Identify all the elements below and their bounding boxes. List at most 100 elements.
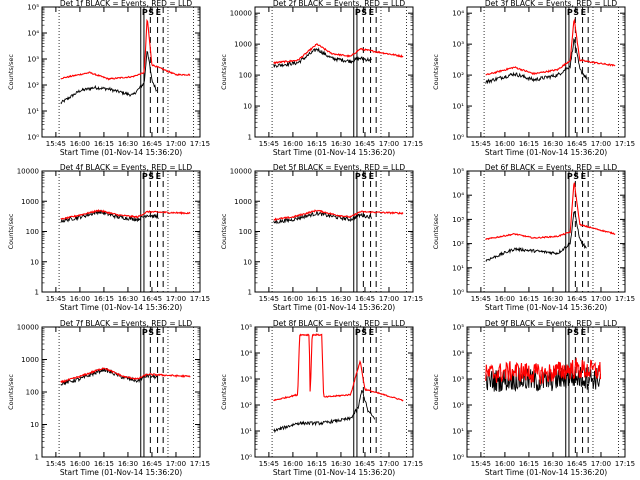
marker-letter-p: P xyxy=(567,328,573,337)
x-tick-label: 15:45 xyxy=(46,140,66,148)
lld-series xyxy=(273,43,404,65)
plot-frame xyxy=(41,326,201,458)
x-tick-label: 15:45 xyxy=(259,140,279,148)
marker-letter-p: P xyxy=(142,328,148,337)
x-tick-label: 16:00 xyxy=(70,295,90,303)
y-tick-label: 10³ xyxy=(452,376,464,384)
y-axis-label: Counts/sec xyxy=(220,54,228,90)
y-tick-label: 10⁰ xyxy=(240,454,252,462)
chart-title: Det 6f BLACK = Events, RED = LLD xyxy=(485,163,618,172)
x-tick-label: 16:15 xyxy=(519,460,539,468)
y-tick-label: 100 xyxy=(239,228,252,236)
y-tick-label: 10⁴ xyxy=(240,350,252,358)
x-tick-label: 16:15 xyxy=(307,295,327,303)
y-tick-label: 10¹ xyxy=(452,103,464,111)
x-tick-label: 16:15 xyxy=(94,140,114,148)
events-series xyxy=(485,38,588,85)
plot-frame xyxy=(466,170,626,293)
plot-frame xyxy=(41,170,201,293)
x-tick-label: 16:00 xyxy=(70,460,90,468)
y-tick-label: 10⁰ xyxy=(452,454,464,462)
x-tick-label: 16:30 xyxy=(543,295,563,303)
lld-series xyxy=(60,18,191,81)
y-tick-label: 10³ xyxy=(240,376,252,384)
chart-panel-2: Det 2f BLACK = Events, RED = LLD Counts/s… xyxy=(220,0,423,157)
x-tick-label: 17:15 xyxy=(615,295,635,303)
y-tick-label: 10¹ xyxy=(452,428,464,436)
x-tick-label: 16:45 xyxy=(142,140,162,148)
plot-frame xyxy=(466,326,626,458)
x-tick-label: 16:45 xyxy=(567,295,587,303)
lld-series xyxy=(273,209,404,221)
events-series xyxy=(273,390,376,434)
y-tick-label: 10⁴ xyxy=(27,30,39,38)
y-tick-label: 10⁰ xyxy=(452,134,464,142)
marker-letter-e: E xyxy=(581,8,586,17)
y-tick-label: 10000 xyxy=(230,10,252,18)
x-tick-label: 16:45 xyxy=(142,295,162,303)
x-tick-label: 16:30 xyxy=(543,460,563,468)
lld-series xyxy=(60,208,191,220)
y-axis-label: Counts/sec xyxy=(432,213,440,249)
x-tick-label: 16:15 xyxy=(307,140,327,148)
x-tick-label: 17:15 xyxy=(403,460,423,468)
y-tick-label: 10000 xyxy=(230,168,252,176)
x-tick-label: 15:45 xyxy=(46,295,66,303)
marker-letter-s: S xyxy=(361,8,367,17)
marker-letter-s: S xyxy=(148,172,154,181)
x-tick-label: 17:15 xyxy=(403,140,423,148)
x-tick-label: 16:45 xyxy=(355,140,375,148)
x-tick-label: 17:00 xyxy=(166,460,186,468)
x-tick-label: 15:45 xyxy=(471,295,491,303)
marker-letter-e: E xyxy=(369,172,374,181)
y-tick-label: 10⁰ xyxy=(452,289,464,297)
y-tick-label: 10¹ xyxy=(240,428,252,436)
y-tick-label: 10⁰ xyxy=(27,134,39,142)
x-tick-label: 17:00 xyxy=(591,295,611,303)
x-tick-label: 17:15 xyxy=(403,295,423,303)
chart-panel-1: Det 1f BLACK = Events, RED = LLD Counts/s… xyxy=(7,0,210,157)
x-tick-label: 16:15 xyxy=(307,460,327,468)
x-tick-label: 16:15 xyxy=(94,295,114,303)
plot-frame xyxy=(254,6,414,138)
marker-letter-e: E xyxy=(156,328,161,337)
y-tick-label: 10000 xyxy=(17,168,39,176)
x-axis-label: Start Time (01-Nov-14 15:36:20) xyxy=(273,468,395,477)
y-tick-label: 10² xyxy=(452,72,464,80)
x-tick-label: 17:15 xyxy=(615,140,635,148)
y-tick-label: 10 xyxy=(30,421,39,429)
y-tick-label: 10⁵ xyxy=(240,324,252,332)
plot-frame xyxy=(466,6,626,138)
x-tick-label: 16:30 xyxy=(331,460,351,468)
x-tick-label: 16:00 xyxy=(70,140,90,148)
x-axis-label: Start Time (01-Nov-14 15:36:20) xyxy=(485,303,607,312)
x-tick-label: 17:00 xyxy=(591,140,611,148)
y-tick-label: 10³ xyxy=(27,56,39,64)
x-tick-label: 16:30 xyxy=(118,140,138,148)
events-series xyxy=(273,47,372,68)
x-tick-label: 17:00 xyxy=(379,140,399,148)
lld-series xyxy=(485,182,616,241)
x-tick-label: 15:45 xyxy=(259,460,279,468)
y-axis-label: Counts/sec xyxy=(220,213,228,249)
x-tick-label: 16:45 xyxy=(355,460,375,468)
y-tick-label: 10¹ xyxy=(452,264,464,272)
y-tick-label: 10⁴ xyxy=(452,10,464,18)
marker-letter-s: S xyxy=(573,8,579,17)
x-axis-label: Start Time (01-Nov-14 15:36:20) xyxy=(485,468,607,477)
marker-letter-p: P xyxy=(355,172,361,181)
marker-letter-s: S xyxy=(361,172,367,181)
marker-letter-p: P xyxy=(567,172,573,181)
y-tick-label: 1000 xyxy=(21,198,39,206)
chart-title: Det 3f BLACK = Events, RED = LLD xyxy=(485,0,618,8)
x-tick-label: 15:45 xyxy=(259,295,279,303)
x-tick-label: 16:00 xyxy=(283,295,303,303)
y-tick-label: 10⁵ xyxy=(452,324,464,332)
x-tick-label: 16:00 xyxy=(495,460,515,468)
x-tick-label: 17:00 xyxy=(166,140,186,148)
y-tick-label: 10⁵ xyxy=(27,4,39,12)
plot-frame xyxy=(41,6,201,138)
y-tick-label: 1 xyxy=(248,289,252,297)
x-axis-label: Start Time (01-Nov-14 15:36:20) xyxy=(60,148,182,157)
